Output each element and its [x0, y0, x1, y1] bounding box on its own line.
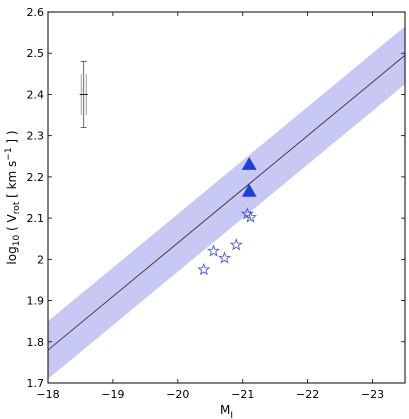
y-tick-label: 2	[37, 253, 44, 266]
fit-line-layer	[48, 54, 405, 351]
fit-line	[48, 54, 405, 351]
y-axis-label: log10 ( Vrot [ km s−1 ] )	[4, 130, 22, 264]
y-tick-label: 1.8	[27, 336, 45, 349]
x-axis-label: MI	[220, 403, 233, 419]
x-tick-label: −18	[36, 388, 59, 401]
y-tick-label: 2.6	[27, 6, 45, 19]
x-tick-label: −19	[101, 388, 124, 401]
triangle-point	[241, 157, 257, 170]
y-axis-label-log: log	[5, 246, 19, 264]
y-axis-label-log-sub: 10	[12, 235, 22, 247]
star-point	[218, 251, 232, 264]
y-axis-label-v: ( V	[5, 214, 19, 235]
star-point	[207, 244, 220, 257]
y-tick-label: 1.7	[27, 377, 45, 390]
x-axis-label-sub: I	[230, 411, 233, 419]
star-point	[229, 238, 243, 251]
y-tick-label: 2.2	[27, 171, 45, 184]
y-tick-label: 2.5	[27, 47, 45, 60]
markers-layer	[197, 157, 257, 276]
y-tick-label: 1.9	[27, 295, 45, 308]
y-tick-label: 2.1	[27, 212, 45, 225]
star-point	[197, 262, 211, 276]
y-axis-label-close: ] )	[5, 130, 19, 147]
y-axis-label-units-sup: −1	[4, 147, 14, 160]
x-tick-label: −22	[296, 388, 319, 401]
y-tick-label: 2.3	[27, 130, 45, 143]
y-tick-label: 2.4	[27, 88, 45, 101]
y-axis-label-v-sub: rot	[12, 201, 22, 214]
x-tick-label: −23	[361, 388, 384, 401]
x-tick-label: −21	[231, 388, 254, 401]
x-tick-label: −20	[166, 388, 189, 401]
star-point	[240, 207, 254, 220]
plot-frame	[47, 11, 406, 384]
star-point	[244, 210, 257, 223]
y-axis-label-units: [ km s	[5, 161, 19, 202]
ticks-layer: −18 −19 −20 −21 −22 −23 1.7 1.8 1.9 2 2.1 2.2 2.3 2.4…	[27, 6, 405, 401]
x-axis-label-main: M	[220, 403, 230, 417]
error-bar-layer	[79, 61, 88, 128]
triangle-point	[241, 183, 257, 197]
